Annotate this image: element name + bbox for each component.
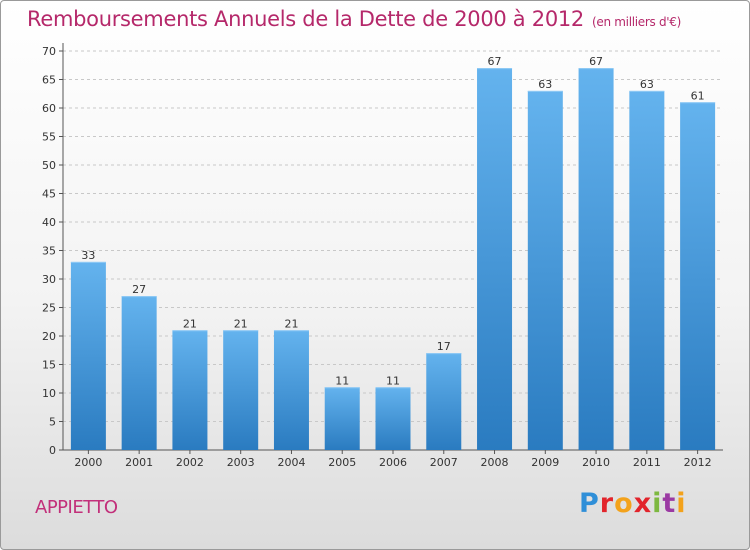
bar-2002 <box>172 330 208 450</box>
data-label: 21 <box>234 317 248 330</box>
data-label: 67 <box>589 55 603 68</box>
data-label: 11 <box>335 374 349 387</box>
grid-lines <box>63 50 723 422</box>
x-tick-label: 2000 <box>74 456 102 469</box>
bar-2009 <box>527 90 563 451</box>
y-tick-label: 55 <box>42 131 56 144</box>
x-tick-label: 2005 <box>328 456 356 469</box>
x-tick-label: 2004 <box>277 456 305 469</box>
chart-title: Remboursements Annuels de la Dette de 20… <box>27 7 681 31</box>
x-tick-label: 2009 <box>531 456 559 469</box>
x-tick-label: 2006 <box>379 456 407 469</box>
bar-2008 <box>477 68 513 450</box>
bar-2003 <box>223 330 259 450</box>
bar-2011 <box>629 90 665 451</box>
y-tick-label: 30 <box>42 273 56 286</box>
commune-name: APPIETTO <box>35 497 118 518</box>
x-tick-label: 2012 <box>684 456 712 469</box>
bar-2004 <box>273 330 309 450</box>
data-label: 21 <box>183 317 197 330</box>
value-labels: 33 27 21 21 21 11 11 17 67 63 67 63 61 <box>81 55 704 387</box>
y-tick-label: 45 <box>42 188 56 201</box>
y-tick-label: 15 <box>42 359 56 372</box>
bar-2006 <box>375 387 411 450</box>
bar-2005 <box>324 387 360 450</box>
y-tick-labels: 0 5 10 15 20 25 30 35 40 45 50 55 60 65 70 <box>42 45 63 457</box>
x-tick-label: 2010 <box>582 456 610 469</box>
data-label: 63 <box>640 78 654 91</box>
y-tick-label: 50 <box>42 159 56 172</box>
data-label: 11 <box>386 374 400 387</box>
data-label: 21 <box>284 317 298 330</box>
bar-2012 <box>680 102 716 451</box>
data-label: 27 <box>132 283 146 296</box>
chart-unit: (en milliers d'€) <box>592 15 682 29</box>
proxiti-logo: Proxiti <box>579 488 687 519</box>
y-tick-label: 60 <box>42 102 56 115</box>
y-tick-label: 40 <box>42 216 56 229</box>
y-tick-label: 35 <box>42 245 56 258</box>
chart-title-text: Remboursements Annuels de la Dette de 20… <box>27 7 584 31</box>
x-tick-labels: 2000 2001 2002 2003 2004 2005 2006 2007 2008 2009… <box>74 450 712 469</box>
bar-2000 <box>70 261 106 450</box>
x-tick-label: 2011 <box>633 456 661 469</box>
data-label: 61 <box>691 89 705 102</box>
y-tick-label: 10 <box>42 387 56 400</box>
y-tick-label: 0 <box>49 444 56 457</box>
y-tick-label: 5 <box>49 416 56 429</box>
x-tick-label: 2002 <box>176 456 204 469</box>
data-label: 33 <box>81 249 95 262</box>
bar-2001 <box>121 296 157 450</box>
data-label: 67 <box>488 55 502 68</box>
x-tick-label: 2001 <box>125 456 153 469</box>
y-tick-label: 20 <box>42 330 56 343</box>
y-tick-label: 70 <box>42 45 56 58</box>
y-tick-label: 25 <box>42 302 56 315</box>
y-tick-label: 65 <box>42 74 56 87</box>
data-label: 63 <box>538 78 552 91</box>
bars <box>70 68 716 451</box>
bar-2010 <box>578 68 614 450</box>
data-label: 17 <box>437 340 451 353</box>
x-tick-label: 2008 <box>481 456 509 469</box>
x-tick-label: 2003 <box>227 456 255 469</box>
x-tick-label: 2007 <box>430 456 458 469</box>
bar-2007 <box>426 353 462 450</box>
